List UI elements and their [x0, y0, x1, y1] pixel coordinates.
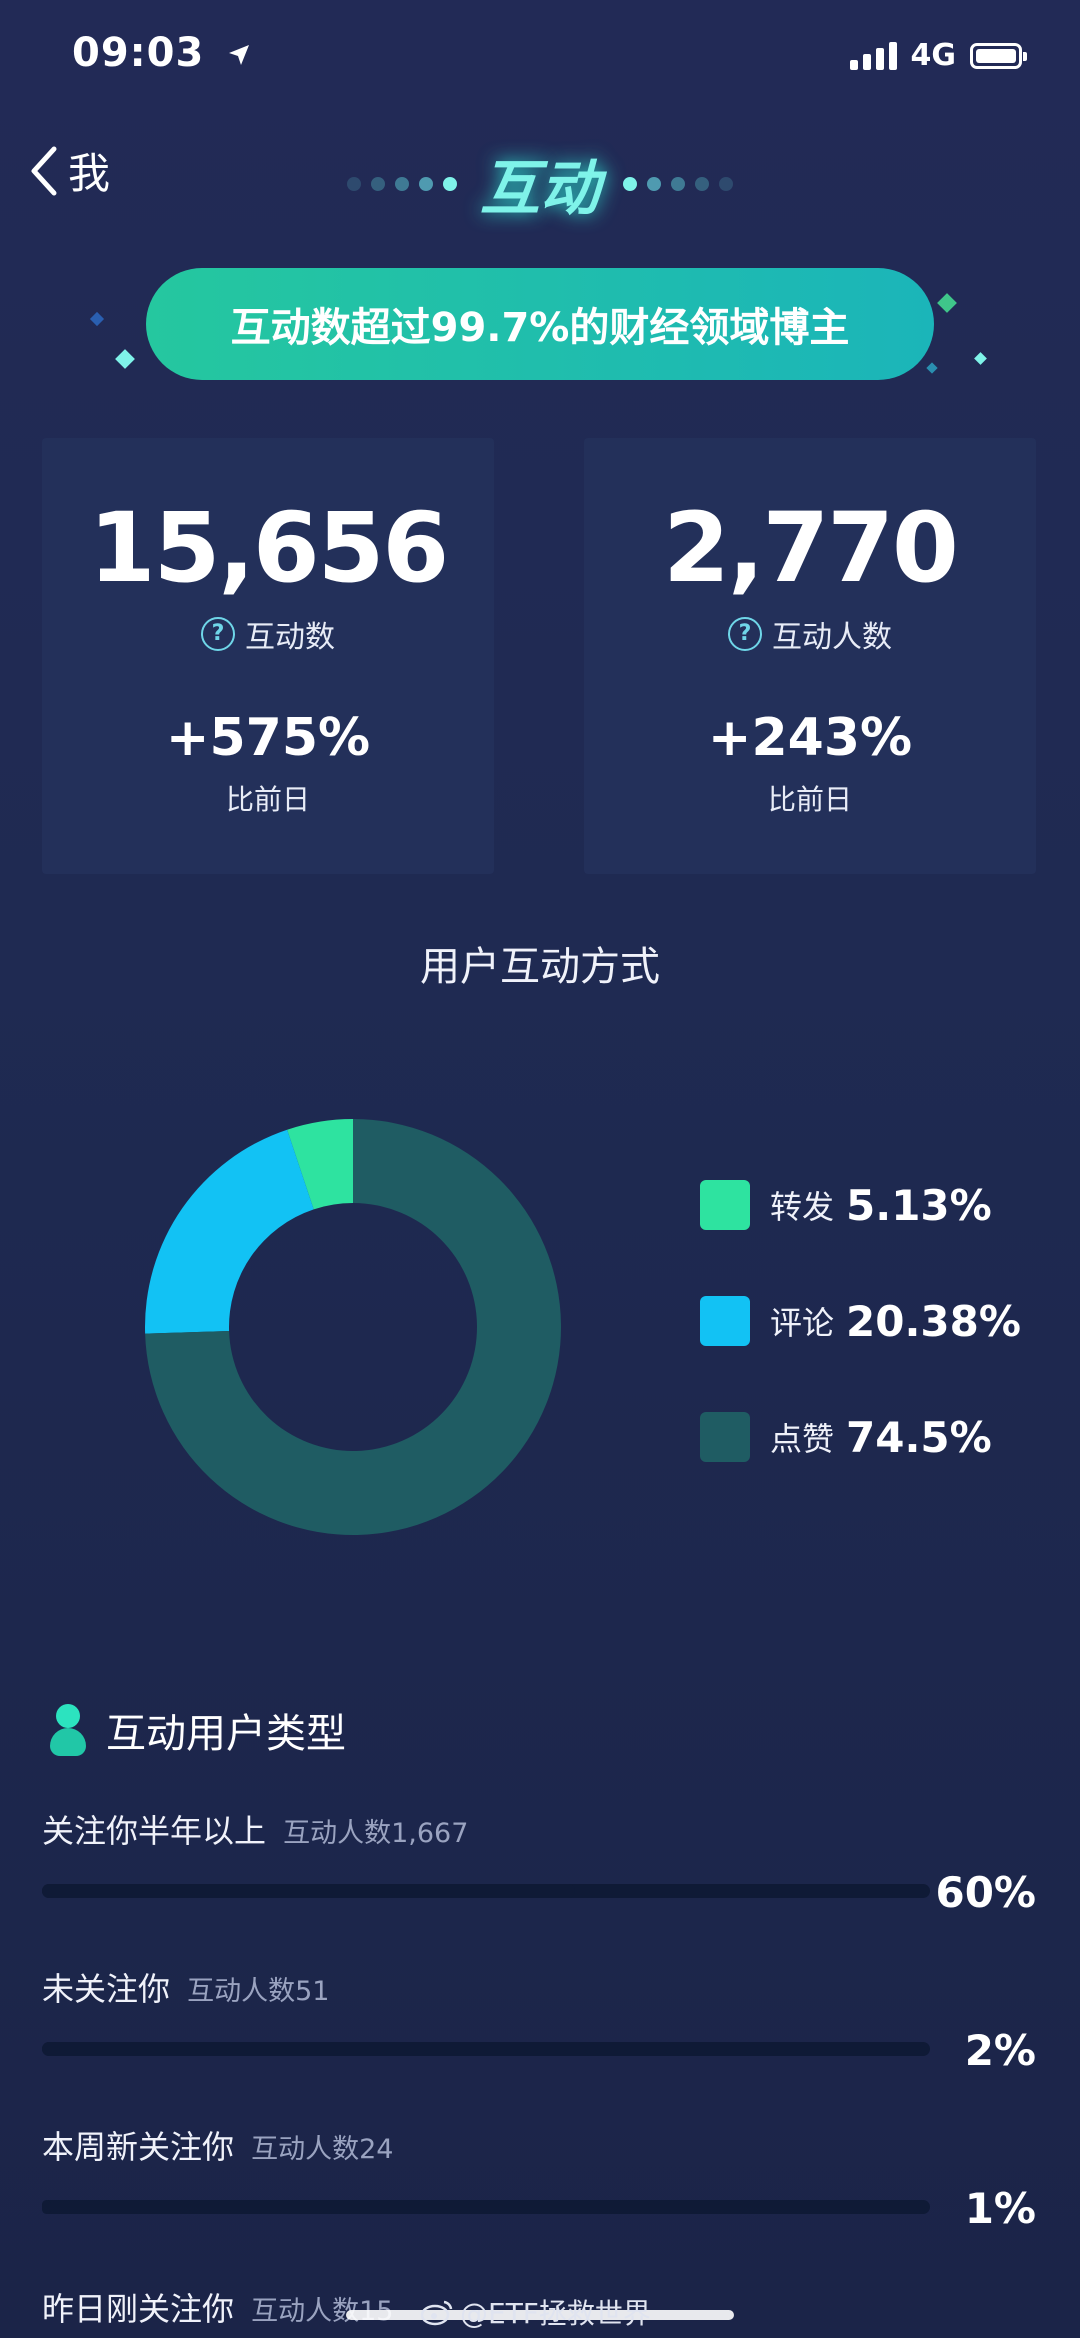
title-dots-left — [346, 176, 457, 191]
interaction-methods-donut-chart — [145, 1119, 561, 1535]
interaction-count-label: 互动数 — [245, 620, 335, 655]
stat-card-users: 2,770 ? 互动人数 +243% 比前日 — [584, 438, 1036, 874]
interaction-count-label-row: ? 互动数 — [42, 612, 494, 656]
interaction-count: 15,656 — [88, 492, 449, 604]
network-type: 4G — [910, 38, 957, 73]
legend-swatch-like — [700, 1412, 750, 1462]
legend-value-like: 74.5% — [846, 1412, 992, 1462]
sparkle-icon — [937, 293, 957, 313]
status-bar: 09:03 4G — [0, 0, 1080, 110]
user-types-header: 互动用户类型 — [46, 1700, 346, 1760]
user-change-label: 比前日 — [767, 783, 852, 816]
sparkle-icon — [115, 349, 135, 369]
signal-icon — [849, 41, 897, 70]
interaction-methods-title: 用户互动方式 — [420, 944, 660, 990]
stat-card-interactions: 15,656 ? 互动数 +575% 比前日 — [42, 438, 494, 874]
user-icon — [46, 1700, 90, 1760]
interaction-change: +575% — [165, 708, 371, 768]
user-type-count: 互动人数51 — [187, 1976, 330, 2007]
user-type-row: 关注你半年以上 互动人数1,667 60% — [42, 1806, 1042, 1917]
interacting-user-count: 2,770 — [663, 492, 959, 604]
legend-item-like: 点赞 74.5% — [700, 1412, 1021, 1462]
user-type-bar-fill — [42, 2200, 51, 2214]
user-types-title: 互动用户类型 — [106, 1711, 346, 1757]
user-type-bar-fill — [42, 2042, 60, 2056]
user-type-label: 未关注你 — [42, 1970, 171, 2008]
help-icon[interactable]: ? — [728, 617, 762, 651]
user-type-count: 互动人数24 — [251, 2134, 394, 2165]
chevron-left-icon — [31, 146, 57, 195]
status-time-text: 09:03 — [72, 30, 205, 76]
donut-slice-like — [145, 1119, 561, 1535]
user-type-count: 互动人数1,667 — [283, 1818, 469, 1849]
user-type-label: 昨日刚关注你 — [42, 2290, 235, 2328]
user-change: +243% — [707, 708, 913, 768]
user-type-percent: 2% — [964, 2026, 1036, 2075]
legend-label-like: 点赞 — [770, 1420, 835, 1458]
back-button[interactable]: 我 — [28, 140, 110, 201]
banner-text: 互动数超过99.7%的财经领域博主 — [146, 268, 934, 380]
status-time: 09:03 — [72, 30, 251, 76]
sparkle-icon — [926, 362, 938, 374]
legend-value-comment: 20.38% — [846, 1296, 1021, 1346]
location-arrow-icon — [229, 45, 250, 65]
user-type-bar — [42, 1884, 930, 1898]
page-title-text: 互动 — [480, 154, 600, 224]
help-icon[interactable]: ? — [201, 617, 235, 651]
user-type-row: 本周新关注你 互动人数24 1% — [42, 2122, 1042, 2233]
user-type-row: 未关注你 互动人数51 2% — [42, 1964, 1042, 2075]
legend-label-repost: 转发 — [770, 1188, 835, 1226]
page-title: 互动 — [0, 140, 1080, 227]
legend-swatch-comment — [700, 1296, 750, 1346]
home-indicator[interactable] — [346, 2310, 734, 2320]
title-dots-right — [623, 176, 734, 191]
back-label: 我 — [68, 149, 111, 198]
sparkle-icon — [974, 352, 987, 365]
battery-icon — [970, 42, 1027, 69]
legend-swatch-repost — [700, 1180, 750, 1230]
user-type-bar — [42, 2042, 930, 2056]
interacting-user-label: 互动人数 — [772, 620, 892, 655]
watermark: @ETF拯救世界 — [420, 2292, 651, 2332]
user-type-label: 本周新关注你 — [42, 2128, 235, 2166]
donut-slice-repost — [287, 1119, 353, 1210]
user-type-percent: 1% — [964, 2184, 1036, 2233]
user-type-bar-fill — [42, 1884, 575, 1898]
status-indicators: 4G — [849, 38, 1027, 73]
watermark-text: @ETF拯救世界 — [460, 2297, 651, 2330]
donut-legend: 转发 5.13% 评论 20.38% 点赞 74.5% — [700, 1180, 1021, 1528]
weibo-icon — [420, 2300, 453, 2326]
user-type-bar — [42, 2200, 930, 2214]
donut-slice-comment — [145, 1129, 314, 1334]
user-type-label: 关注你半年以上 — [42, 1812, 267, 1850]
interacting-user-label-row: ? 互动人数 — [584, 612, 1036, 656]
ranking-banner: 互动数超过99.7%的财经领域博主 — [0, 268, 1080, 382]
legend-item-comment: 评论 20.38% — [700, 1296, 1021, 1346]
legend-label-comment: 评论 — [770, 1304, 835, 1342]
sparkle-icon — [89, 311, 105, 327]
interaction-change-label: 比前日 — [225, 783, 310, 816]
legend-item-repost: 转发 5.13% — [700, 1180, 1021, 1230]
user-type-percent: 60% — [935, 1868, 1036, 1917]
legend-value-repost: 5.13% — [846, 1180, 992, 1230]
